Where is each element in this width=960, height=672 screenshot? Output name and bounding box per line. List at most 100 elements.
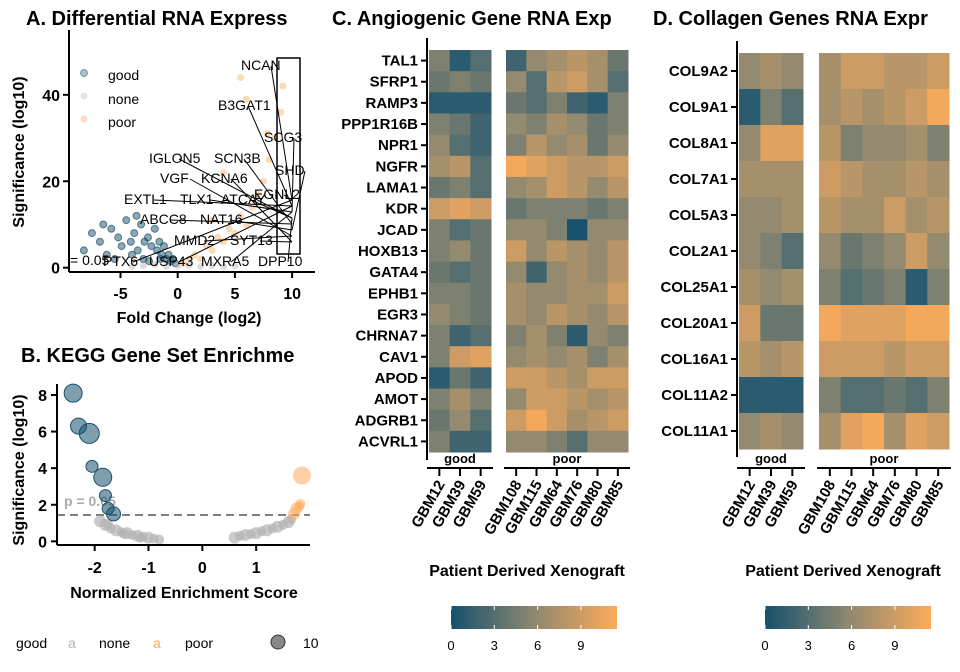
point-good — [107, 224, 116, 233]
heat-cell — [607, 261, 629, 284]
point-poor — [242, 95, 250, 103]
heat-cell — [781, 269, 804, 306]
gene-label: MMD2 — [174, 232, 215, 248]
point-poor — [214, 233, 222, 241]
heat-cell — [546, 219, 568, 241]
heat-cell — [607, 92, 629, 114]
heat-cell — [607, 198, 629, 220]
point-poor — [260, 177, 268, 185]
heat-cell — [760, 161, 783, 198]
gene-label: B3GAT1 — [218, 97, 271, 113]
heat-cell — [526, 219, 548, 241]
heat-cell — [567, 198, 588, 220]
panel-b-legend-poor: poor — [185, 635, 213, 651]
heat-cell — [884, 305, 907, 342]
heat-cell — [470, 71, 492, 93]
point-poor — [179, 259, 187, 267]
y-tick-label: 2 — [38, 498, 47, 515]
heat-cell — [884, 53, 907, 90]
x-tick-label: -1 — [141, 560, 155, 577]
gene-leader-line — [291, 137, 295, 213]
heat-cell — [607, 409, 629, 432]
heat-cell — [905, 89, 928, 126]
row-label: COL11A1 — [661, 423, 728, 440]
heat-cell — [470, 430, 492, 453]
heat-cell — [567, 409, 588, 432]
heat-cell — [587, 388, 609, 411]
panel-a-x-label: Fold Change (log2) — [117, 310, 262, 327]
heat-cell — [567, 282, 588, 305]
heat-cell — [546, 303, 568, 326]
point-poor — [208, 246, 216, 254]
point-none — [135, 532, 146, 543]
heat-cell — [927, 341, 950, 378]
heat-cell — [760, 125, 783, 162]
heat-cell — [905, 269, 928, 306]
point-good — [126, 237, 135, 246]
heat-cell — [526, 240, 548, 263]
heat-cell — [587, 92, 609, 114]
heat-cell — [884, 161, 907, 198]
panel-b-ticks: -2 -1 0 1 0 2 4 6 8 — [38, 388, 261, 577]
heat-cell — [449, 388, 471, 411]
point-poor — [292, 466, 311, 485]
panel-c-heatmap: C. Angiogenic Gene RNA Exp GBM12GBM39GBM… — [332, 8, 630, 653]
heat-cell — [506, 303, 527, 326]
heat-cell — [760, 377, 783, 414]
heat-cell — [429, 134, 451, 157]
heat-cell — [546, 113, 568, 136]
heat-cell — [884, 125, 907, 162]
heat-cell — [927, 377, 950, 414]
heat-cell — [546, 388, 568, 411]
heat-cell — [567, 346, 588, 368]
panel-d-cells — [739, 53, 950, 450]
heat-cell — [587, 303, 609, 326]
gene-label: TLX1 — [180, 191, 214, 207]
row-label: JCAD — [377, 222, 418, 239]
heat-cell — [526, 430, 548, 453]
heat-cell — [587, 198, 609, 220]
x-tick-label: 5 — [230, 286, 239, 303]
heat-cell — [587, 240, 609, 263]
heat-cell — [449, 219, 471, 241]
heat-cell — [739, 125, 761, 162]
heat-cell — [429, 219, 451, 241]
heat-cell — [567, 219, 588, 241]
heat-cell — [862, 233, 885, 270]
heat-cell — [607, 155, 629, 178]
heat-cell — [819, 341, 842, 378]
heat-cell — [429, 303, 451, 326]
heat-cell — [449, 134, 471, 157]
heat-cell — [526, 155, 548, 178]
heat-cell — [819, 413, 842, 450]
heat-cell — [506, 176, 527, 199]
heat-cell — [526, 176, 548, 199]
heat-cell — [429, 176, 451, 199]
row-label: COL2A1 — [669, 243, 728, 260]
panel-c-colorbar: 0 3 6 9 — [447, 606, 617, 653]
heat-cell — [567, 113, 588, 136]
panel-a-volcano: A. Differential RNA Express -5 0 5 1002040 … — [11, 8, 315, 327]
gene-leader-line — [283, 194, 293, 201]
heat-cell — [739, 197, 761, 234]
gene-label: SYT13 — [230, 232, 273, 248]
row-label: SFRP1 — [370, 74, 418, 91]
point-good — [133, 246, 142, 255]
y-tick-label: 0 — [51, 261, 60, 278]
heat-cell — [840, 233, 863, 270]
heat-cell — [429, 198, 451, 220]
panel-a-legend-poor: poor — [108, 114, 136, 130]
row-label: COL8A1 — [669, 135, 728, 152]
heat-cell — [840, 53, 863, 90]
panel-d-heatmap: D. Collagen Genes RNA Expr GBM12GBM39GBM… — [653, 8, 951, 653]
row-label: COL7A1 — [669, 171, 728, 188]
panel-c-cells — [429, 50, 629, 453]
heat-cell — [739, 377, 761, 414]
point-good — [93, 467, 113, 487]
row-label: PPP1R16B — [341, 116, 418, 133]
heat-cell — [819, 233, 842, 270]
heat-cell — [781, 377, 804, 414]
panel-b-kegg: B. KEGG Gene Set Enrichme p = 0.05 -2 -1 0… — [11, 345, 319, 651]
point-good — [102, 250, 111, 259]
legend-size-swatch — [270, 634, 286, 650]
